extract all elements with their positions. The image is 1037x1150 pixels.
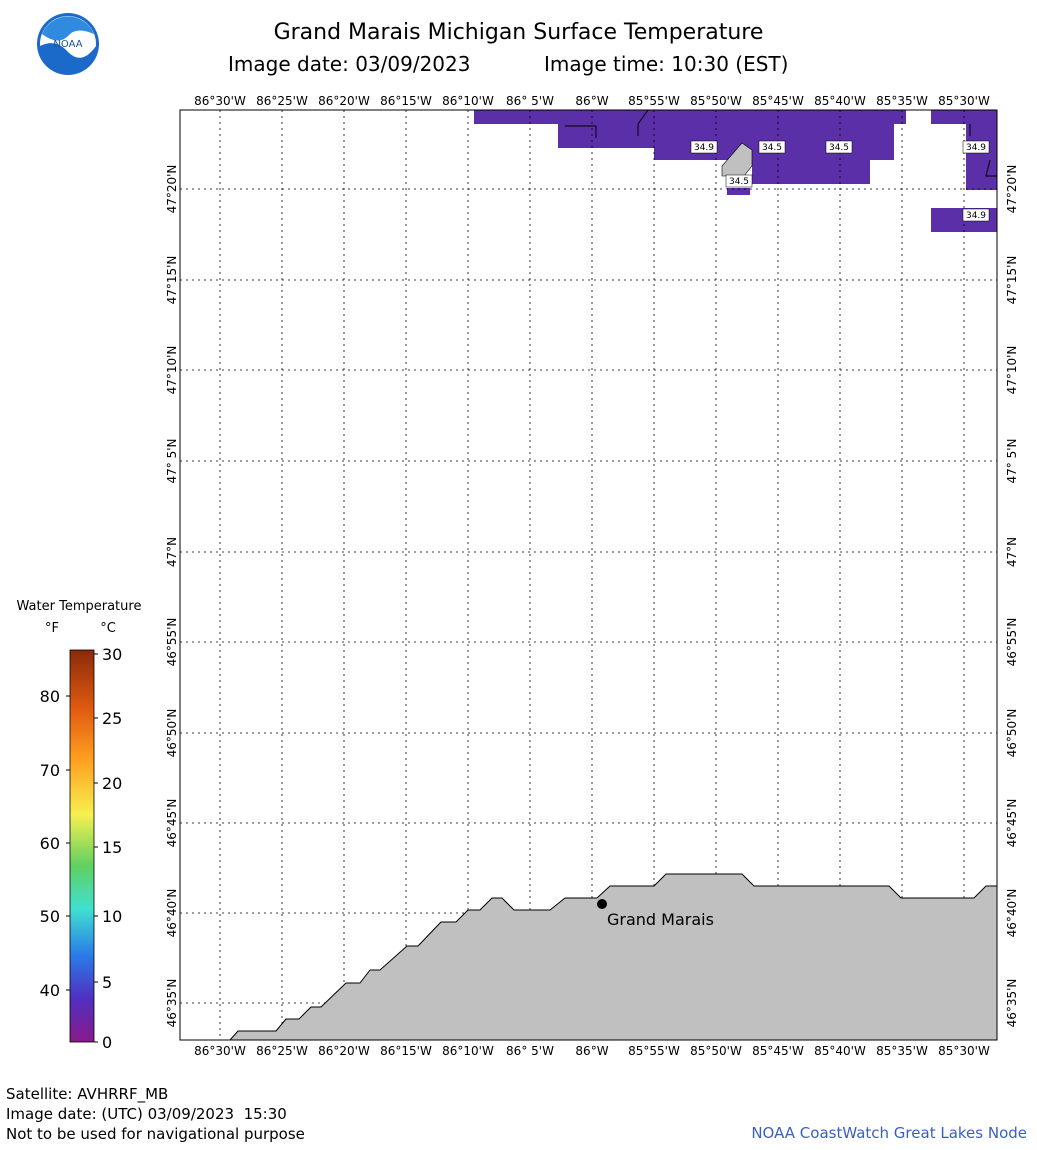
page-title: Grand Marais Michigan Surface Temperatur… — [273, 20, 764, 45]
temperature-map: 34.9 34.5 34.5 34.5 34.9 34.9 86°30'W 86°25'W 8… — [165, 94, 1019, 1058]
lon-label-top: 86°W — [575, 94, 608, 108]
satellite-info: Satellite: AVHRRF_MB — [6, 1085, 169, 1103]
noaa-logo-text: NOAA — [53, 39, 82, 50]
temp-label-box: 34.5 — [725, 174, 753, 188]
grand-marais-marker — [597, 899, 607, 909]
temp-label-box: 34.5 — [758, 140, 786, 154]
lon-label-top: 85°40'W — [814, 94, 866, 108]
lon-label-bottom: 86°20'W — [318, 1044, 370, 1058]
water-cell — [474, 110, 906, 124]
temperature-legend: Water Temperature °F °C 8070605040302520… — [17, 599, 142, 1052]
temp-label: 34.9 — [966, 211, 986, 221]
lon-label-bottom: 85°40'W — [814, 1044, 866, 1058]
lon-label-top: 85°45'W — [752, 94, 804, 108]
temp-label-box: 34.5 — [825, 140, 853, 154]
lat-label-right: 47° 5'N — [1005, 439, 1019, 484]
land-mass — [229, 873, 998, 1041]
contour-line — [985, 159, 997, 177]
lat-label-left: 46°55'N — [165, 618, 179, 667]
legend-c-label: 25 — [102, 709, 122, 728]
temp-label-box: 34.9 — [690, 140, 718, 154]
legend-c-label: 5 — [102, 973, 112, 992]
legend-c-label: 20 — [102, 774, 122, 793]
lon-label-bottom: 86°W — [575, 1044, 608, 1058]
lat-label-left: 46°50'N — [165, 709, 179, 758]
temp-label-box: 34.9 — [962, 208, 990, 222]
lat-label-right: 46°45'N — [1005, 799, 1019, 848]
lat-label-right: 47°10'N — [1005, 346, 1019, 395]
temp-label-box: 34.9 — [962, 140, 990, 154]
lat-label-left: 46°45'N — [165, 799, 179, 848]
lat-label-right: 46°40'N — [1005, 889, 1019, 938]
lon-label-top: 86°20'W — [318, 94, 370, 108]
water-cell — [727, 188, 750, 195]
color-bar — [69, 649, 95, 1043]
temp-label: 34.9 — [966, 143, 986, 153]
lon-label-bottom: 86°15'W — [380, 1044, 432, 1058]
legend-f-label: 60 — [40, 834, 60, 853]
legend-unit-c: °C — [100, 621, 116, 636]
grand-marais-label: Grand Marais — [607, 910, 714, 929]
legend-unit-f: °F — [45, 621, 59, 636]
lon-label-bottom: 85°55'W — [628, 1044, 680, 1058]
water-cell — [966, 124, 997, 190]
lat-label-right: 47°15'N — [1005, 256, 1019, 305]
lat-label-right: 46°55'N — [1005, 618, 1019, 667]
image-time: Image time: 10:30 (EST) — [544, 52, 789, 76]
lat-label-right: 47°N — [1005, 537, 1019, 567]
lat-label-left: 47° 5'N — [165, 439, 179, 484]
lon-label-top: 86°30'W — [194, 94, 246, 108]
lat-label-left: 47°10'N — [165, 346, 179, 395]
water-cell — [752, 160, 870, 184]
utc-date: Image date: (UTC) 03/09/2023 15:30 — [6, 1105, 287, 1123]
legend-f-label: 40 — [40, 981, 60, 1000]
legend-c-label: 15 — [102, 838, 122, 857]
disclaimer: Not to be used for navigational purpose — [6, 1125, 305, 1143]
noaa-logo: NOAA — [37, 13, 99, 75]
lat-label-left: 47°15'N — [165, 256, 179, 305]
lon-label-top: 86°10'W — [442, 94, 494, 108]
legend-f-label: 80 — [40, 687, 60, 706]
lon-label-bottom: 85°50'W — [690, 1044, 742, 1058]
legend-c-label: 30 — [102, 645, 122, 664]
legend-c-label: 0 — [102, 1033, 112, 1052]
temp-label: 34.5 — [762, 143, 782, 153]
legend-f-label: 70 — [40, 761, 60, 780]
lat-label-left: 47°20'N — [165, 165, 179, 214]
lon-label-top: 85°30'W — [938, 94, 990, 108]
lon-label-top: 86°15'W — [380, 94, 432, 108]
image-date: Image date: 03/09/2023 — [228, 52, 471, 76]
lat-label-right: 46°50'N — [1005, 709, 1019, 758]
map-frame — [179, 109, 998, 1041]
lat-label-right: 47°20'N — [1005, 165, 1019, 214]
legend-c-label: 10 — [102, 907, 122, 926]
lon-label-bottom: 85°45'W — [752, 1044, 804, 1058]
legend-f-label: 50 — [40, 907, 60, 926]
credit-link[interactable]: NOAA CoastWatch Great Lakes Node — [751, 1124, 1027, 1142]
lat-label-right: 46°35'N — [1005, 979, 1019, 1028]
lon-label-bottom: 86°10'W — [442, 1044, 494, 1058]
legend-title: Water Temperature — [17, 599, 142, 614]
temp-label: 34.5 — [729, 177, 749, 187]
temp-label: 34.9 — [694, 143, 714, 153]
contour-line — [565, 125, 597, 138]
lon-label-bottom: 86° 5'W — [506, 1044, 554, 1058]
lon-label-bottom: 86°25'W — [256, 1044, 308, 1058]
lon-label-top: 86° 5'W — [506, 94, 554, 108]
lon-label-top: 85°50'W — [690, 94, 742, 108]
lat-label-left: 46°40'N — [165, 889, 179, 938]
lon-label-bottom: 85°35'W — [876, 1044, 928, 1058]
lon-label-bottom: 86°30'W — [194, 1044, 246, 1058]
lon-label-top: 85°35'W — [876, 94, 928, 108]
lat-label-left: 47°N — [165, 537, 179, 567]
lon-label-top: 85°55'W — [628, 94, 680, 108]
temp-label: 34.5 — [829, 143, 849, 153]
lat-label-left: 46°35'N — [165, 979, 179, 1028]
contour-line — [637, 109, 649, 136]
lon-label-top: 86°25'W — [256, 94, 308, 108]
lon-label-bottom: 85°30'W — [938, 1044, 990, 1058]
